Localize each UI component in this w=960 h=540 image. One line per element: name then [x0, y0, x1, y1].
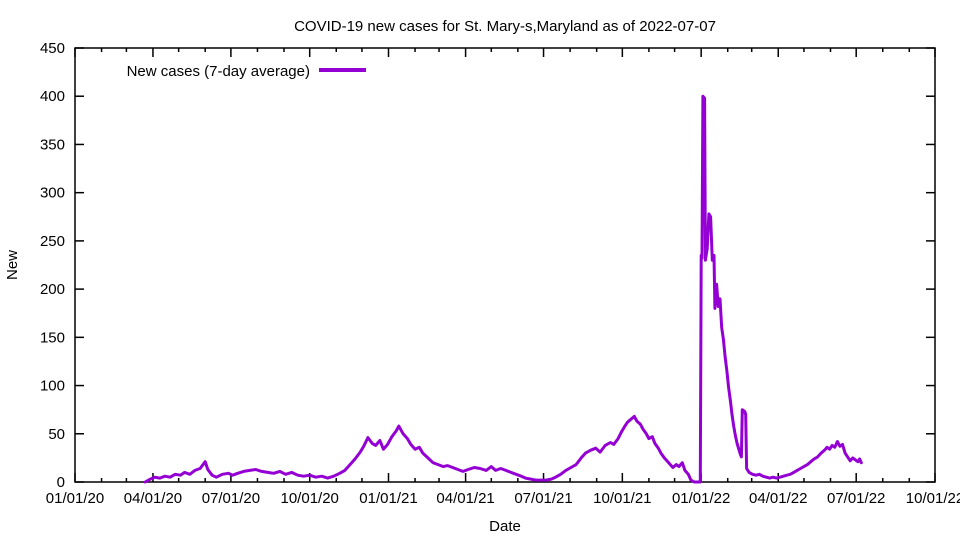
y-tick-label: 400	[40, 88, 65, 105]
y-tick-label: 100	[40, 378, 65, 395]
y-axis-label: New	[4, 250, 21, 280]
y-tick-label: 250	[40, 233, 65, 250]
x-tick-label: 10/01/20	[281, 490, 339, 507]
legend-label: New cases (7-day average)	[127, 63, 310, 80]
x-tick-label: 04/01/22	[749, 490, 807, 507]
y-tick-label: 200	[40, 281, 65, 298]
plot-frame	[74, 47, 936, 483]
legend: New cases (7-day average)	[127, 63, 366, 80]
x-tick-label: 04/01/20	[124, 490, 182, 507]
plot-area: 01/01/20 04/01/20 07/01/20 10/01/20 01/01/21…	[40, 40, 960, 507]
x-tick-label: 10/01/22	[906, 490, 960, 507]
y-tick-label: 450	[40, 40, 65, 57]
x-tick-label: 01/01/20	[46, 490, 104, 507]
y-tick-label: 350	[40, 136, 65, 153]
y-tick-label: 300	[40, 185, 65, 202]
x-tick-label: 07/01/21	[514, 490, 572, 507]
x-tick-label: 04/01/21	[436, 490, 494, 507]
x-tick-label: 10/01/21	[593, 490, 651, 507]
chart-title: COVID-19 new cases for St. Mary-s,Maryla…	[294, 18, 716, 35]
x-tick-label: 01/01/21	[359, 490, 417, 507]
y-tick-label: 150	[40, 329, 65, 346]
y-tick-label: 0	[57, 474, 65, 491]
x-axis-label: Date	[489, 518, 521, 535]
series-line-new-cases	[143, 94, 863, 484]
x-tick-label: 01/01/22	[672, 490, 730, 507]
x-tick-label: 07/01/22	[827, 490, 885, 507]
y-tick-label: 50	[48, 426, 65, 443]
x-tick-label: 07/01/20	[202, 490, 260, 507]
